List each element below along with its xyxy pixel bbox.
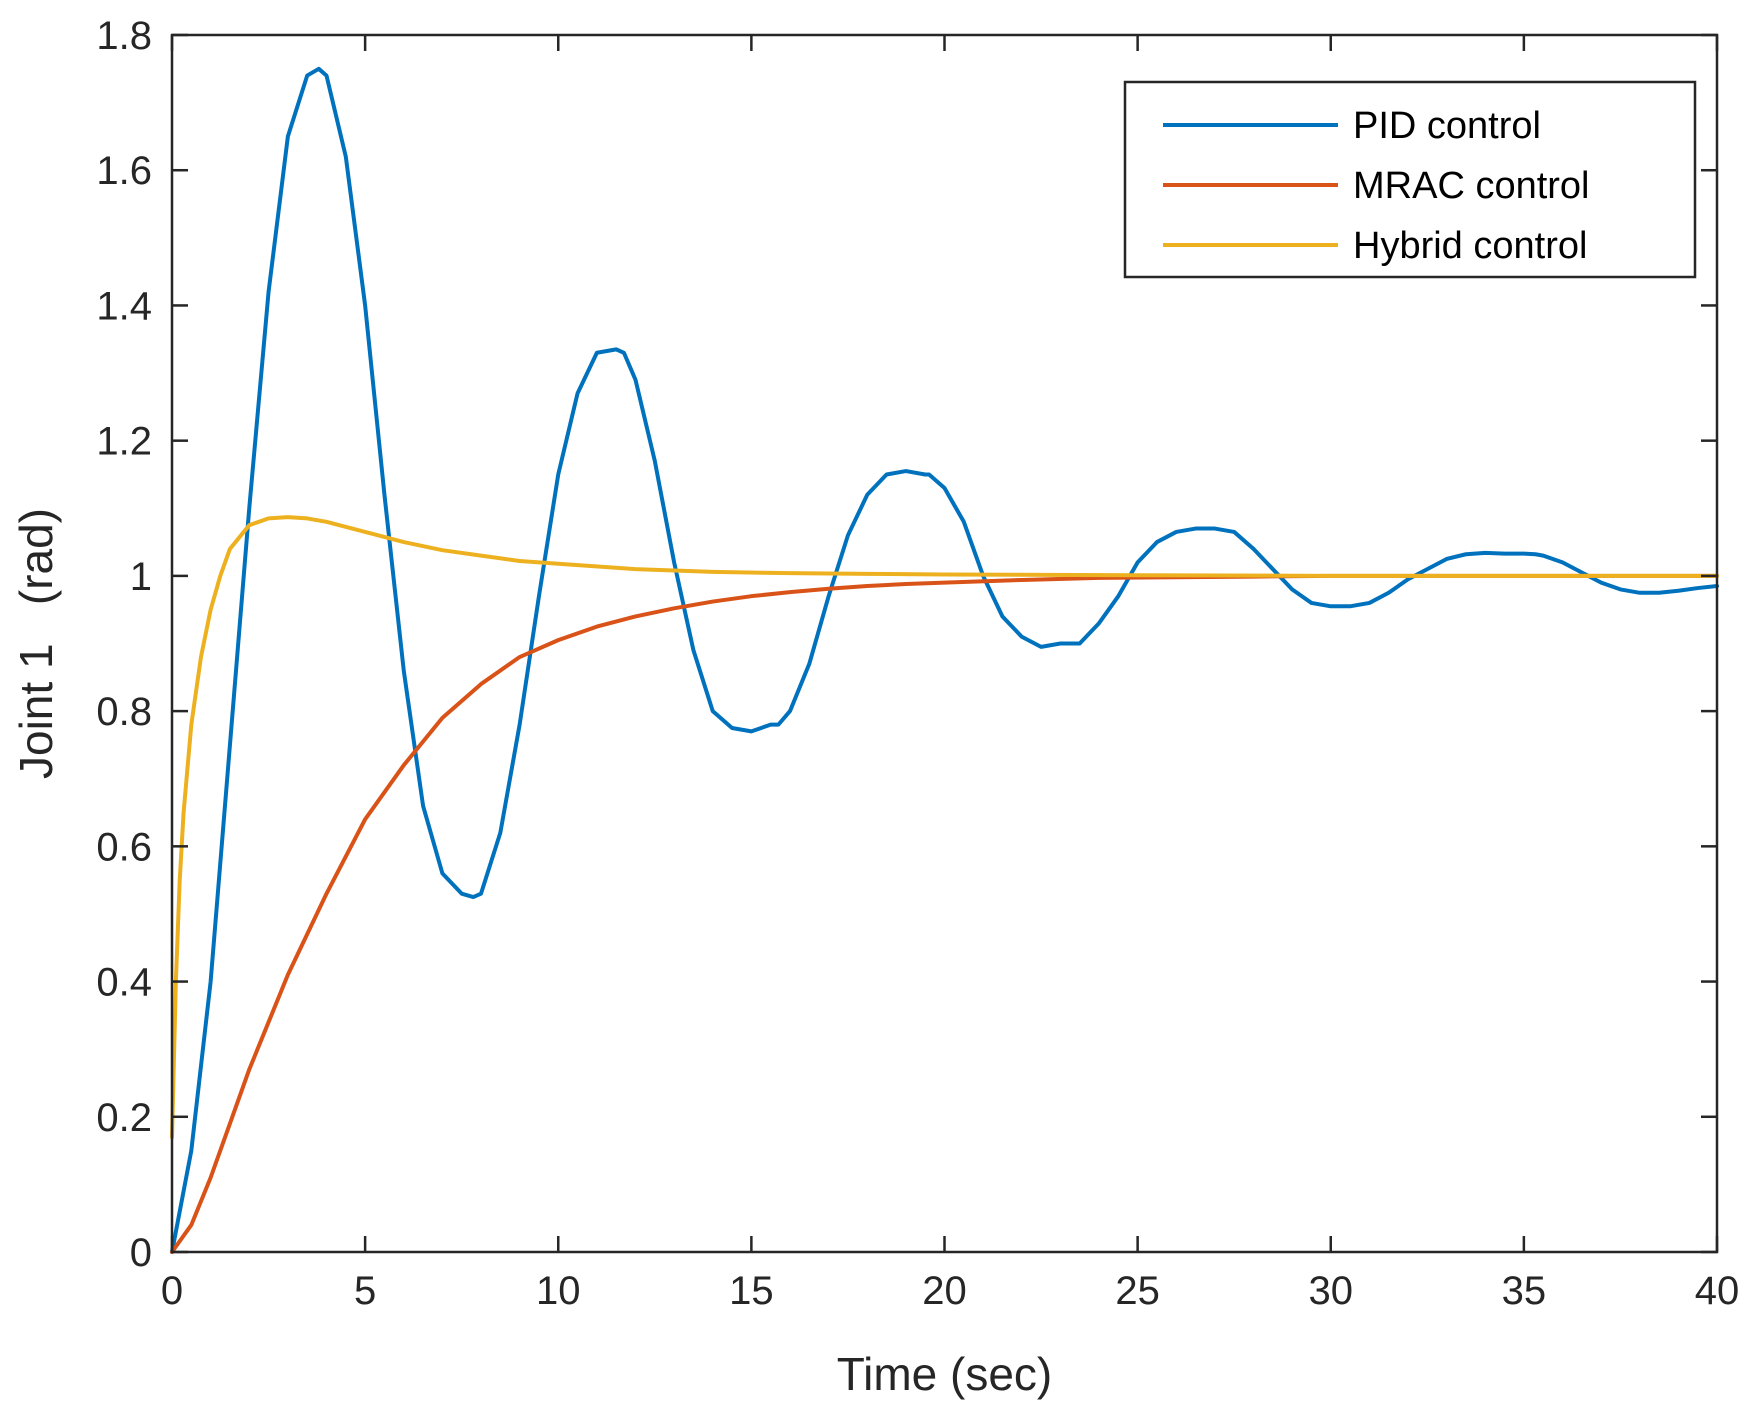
y-tick-label: 0	[130, 1231, 152, 1275]
x-tick-label: 40	[1695, 1269, 1740, 1313]
x-axis-label: Time (sec)	[837, 1348, 1053, 1400]
x-tick-label: 15	[729, 1269, 774, 1313]
x-tick-label: 10	[536, 1269, 581, 1313]
x-tick-label: 35	[1502, 1269, 1547, 1313]
x-axis: 0 5 10 15 20 25 30 35 40	[161, 35, 1739, 1313]
x-tick-label: 20	[922, 1269, 967, 1313]
x-tick-label: 30	[1309, 1269, 1354, 1313]
y-axis: 0 0.2 0.4 0.6 0.8 1 1.2 1.4 1.6 1.8	[96, 14, 1717, 1275]
y-tick-label: 1.2	[96, 420, 152, 464]
y-tick-label: 0.8	[96, 690, 152, 734]
x-tick-label: 5	[354, 1269, 376, 1313]
legend-items: PID control MRAC control Hybrid control	[1163, 105, 1590, 267]
x-tick-label: 0	[161, 1269, 183, 1313]
y-tick-label: 1.8	[96, 14, 152, 58]
y-tick-label: 1.6	[96, 149, 152, 193]
legend: PID control MRAC control Hybrid control	[1123, 80, 1697, 279]
y-axis-label: Joint 1 (rad)	[10, 508, 62, 779]
legend-label: MRAC control	[1353, 165, 1590, 207]
legend-label: Hybrid control	[1353, 225, 1587, 267]
legend-label: PID control	[1353, 105, 1541, 147]
y-tick-label: 0.6	[96, 825, 152, 869]
x-tick-label: 25	[1115, 1269, 1160, 1313]
y-tick-label: 1.4	[96, 284, 152, 328]
series-line-pid-control	[170, 66, 1719, 1254]
y-tick-label: 0.2	[96, 1096, 152, 1140]
series-layer	[170, 66, 1719, 1254]
series-line-hybrid-control	[170, 515, 1719, 1140]
y-tick-label: 1	[130, 555, 152, 599]
y-tick-label: 0.4	[96, 961, 152, 1005]
